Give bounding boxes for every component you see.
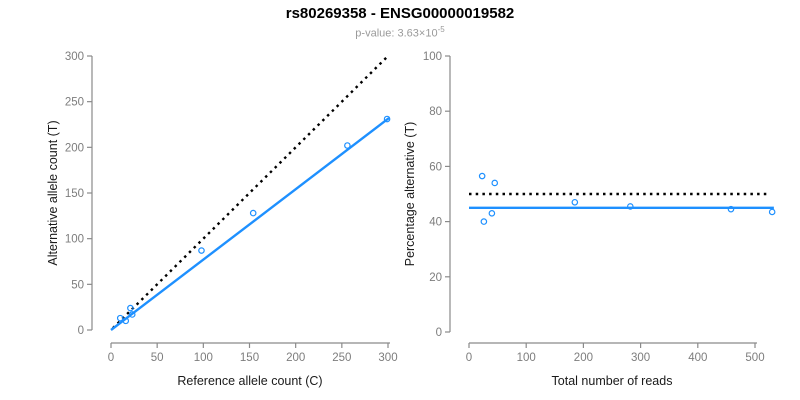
data-point xyxy=(488,210,496,217)
p-value-base: 3.63×10 xyxy=(397,27,438,40)
y-tick-label: 100 xyxy=(65,234,84,246)
y-axis-title: Percentage alternative (T) xyxy=(403,122,417,267)
y-tick-label: 80 xyxy=(429,106,442,118)
data-point xyxy=(249,209,257,217)
data-point xyxy=(571,198,579,206)
y-tick-label: 250 xyxy=(65,97,84,109)
y-tick-label: 40 xyxy=(429,217,442,229)
y-tick-label: 0 xyxy=(78,325,84,337)
regression-line xyxy=(110,117,390,331)
x-axis-title: Total number of reads xyxy=(552,374,673,388)
x-tick-label: 0 xyxy=(466,352,472,364)
y-tick-label: 60 xyxy=(429,161,442,173)
x-tick-label: 50 xyxy=(151,352,164,364)
data-point xyxy=(727,205,735,213)
data-point xyxy=(116,314,124,322)
data-point xyxy=(198,247,205,254)
data-point xyxy=(478,172,486,180)
p-value-label: p-value: xyxy=(355,27,398,40)
data-point xyxy=(491,179,499,187)
y-tick-label: 300 xyxy=(65,51,84,63)
y-tick-label: 150 xyxy=(65,188,84,200)
x-tick-label: 250 xyxy=(332,352,351,364)
plot-subtitle: p-value: 3.63×10-5 xyxy=(0,25,800,40)
y-tick-label: 100 xyxy=(423,51,442,63)
identity-line xyxy=(112,56,387,330)
data-point xyxy=(128,311,136,318)
y-tick-label: 50 xyxy=(71,279,84,291)
data-point xyxy=(383,115,391,123)
x-tick-label: 200 xyxy=(574,352,593,364)
y-tick-label: 200 xyxy=(65,142,84,154)
plot-title: rs80269358 - ENSG00000019582 xyxy=(285,5,515,22)
x-tick-label: 500 xyxy=(745,352,764,364)
y-tick-label: 20 xyxy=(429,272,442,284)
data-point xyxy=(627,203,634,210)
figure-header: rs80269358 - ENSG00000019582 p-value: 3.… xyxy=(0,5,800,41)
data-point xyxy=(122,317,130,325)
p-value-exponent: -5 xyxy=(437,25,445,35)
x-tick-label: 150 xyxy=(240,352,259,364)
x-tick-label: 200 xyxy=(286,352,305,364)
x-tick-label: 0 xyxy=(108,352,114,364)
x-tick-label: 100 xyxy=(517,352,536,364)
y-tick-label: 0 xyxy=(436,327,442,339)
data-point xyxy=(768,208,776,216)
x-axis-title: Reference allele count (C) xyxy=(177,374,322,388)
data-point xyxy=(480,218,488,225)
x-tick-label: 400 xyxy=(688,352,707,364)
x-tick-label: 300 xyxy=(631,352,650,364)
x-tick-label: 100 xyxy=(194,352,213,364)
x-tick-label: 300 xyxy=(378,352,397,364)
data-point xyxy=(127,304,134,312)
data-point xyxy=(344,142,351,149)
y-axis-title: Alternative allele count (T) xyxy=(46,120,60,265)
